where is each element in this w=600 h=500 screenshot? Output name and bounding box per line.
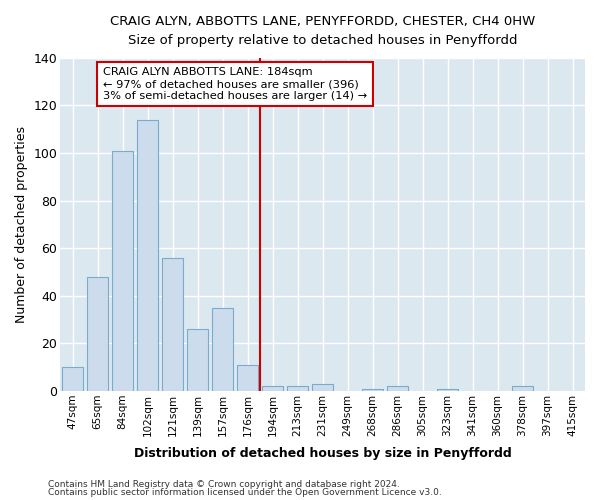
Bar — [87, 277, 109, 391]
Bar — [287, 386, 308, 391]
Bar — [437, 388, 458, 391]
Title: CRAIG ALYN, ABBOTTS LANE, PENYFFORDD, CHESTER, CH4 0HW
Size of property relative: CRAIG ALYN, ABBOTTS LANE, PENYFFORDD, CH… — [110, 15, 535, 47]
Bar — [512, 386, 533, 391]
Text: Contains HM Land Registry data © Crown copyright and database right 2024.: Contains HM Land Registry data © Crown c… — [48, 480, 400, 489]
Bar — [62, 367, 83, 391]
Bar — [162, 258, 183, 391]
Bar — [137, 120, 158, 391]
Bar — [187, 329, 208, 391]
X-axis label: Distribution of detached houses by size in Penyffordd: Distribution of detached houses by size … — [134, 447, 511, 460]
Text: Contains public sector information licensed under the Open Government Licence v3: Contains public sector information licen… — [48, 488, 442, 497]
Y-axis label: Number of detached properties: Number of detached properties — [15, 126, 28, 323]
Text: CRAIG ALYN ABBOTTS LANE: 184sqm
← 97% of detached houses are smaller (396)
3% of: CRAIG ALYN ABBOTTS LANE: 184sqm ← 97% of… — [103, 68, 367, 100]
Bar — [262, 386, 283, 391]
Bar — [387, 386, 408, 391]
Bar — [312, 384, 333, 391]
Bar — [362, 388, 383, 391]
Bar — [212, 308, 233, 391]
Bar — [237, 365, 258, 391]
Bar — [112, 150, 133, 391]
